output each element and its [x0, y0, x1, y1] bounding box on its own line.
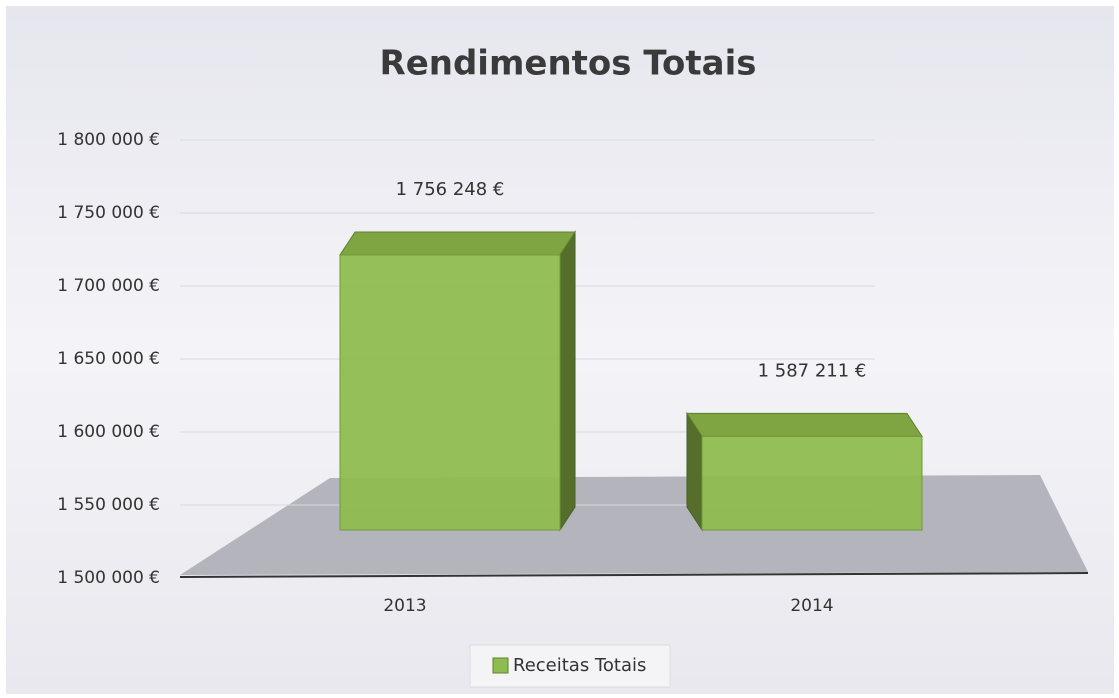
data-label: 1 756 248 € [396, 179, 505, 200]
bar-front [701, 435, 923, 531]
floor [180, 475, 1088, 575]
bar-side [559, 230, 576, 532]
bar-front [339, 254, 561, 531]
chart-title: Rendimentos Totais [380, 44, 757, 84]
bar [686, 411, 923, 532]
y-tick-label: 1 550 000 € [57, 495, 160, 515]
y-tick-label: 1 650 000 € [57, 349, 160, 369]
x-tick-label: 2014 [790, 596, 833, 616]
legend-label: Receitas Totais [513, 655, 646, 676]
legend: Receitas Totais [469, 644, 671, 688]
legend-swatch [492, 657, 509, 674]
bar-top [339, 231, 576, 256]
y-tick-label: 1 800 000 € [57, 130, 160, 150]
y-tick-label: 1 500 000 € [57, 568, 160, 588]
bar-top [686, 412, 923, 437]
data-label: 1 587 211 € [758, 360, 867, 381]
bar [339, 230, 576, 532]
x-tick-label: 2013 [383, 596, 426, 616]
y-tick-label: 1 750 000 € [57, 203, 160, 223]
y-tick-label: 1 600 000 € [57, 422, 160, 442]
y-tick-label: 1 700 000 € [57, 276, 160, 296]
floor-edge [179, 572, 1089, 578]
